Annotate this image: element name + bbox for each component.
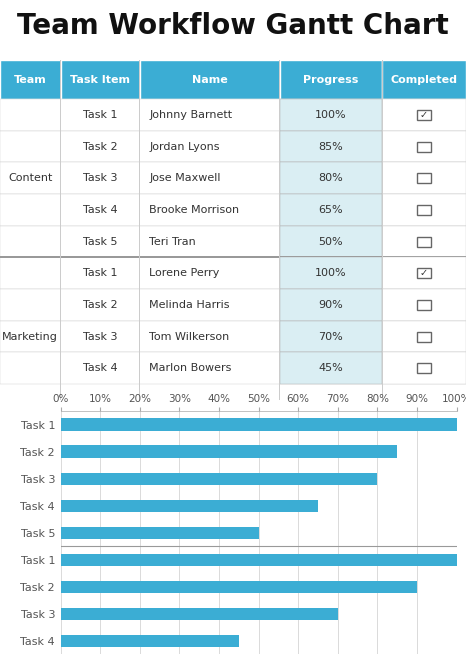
- Bar: [417, 332, 431, 342]
- Text: 100%: 100%: [315, 268, 347, 278]
- Text: Task 3: Task 3: [83, 173, 117, 183]
- Bar: [382, 194, 466, 226]
- Bar: [61, 607, 338, 620]
- Text: Brooke Morrison: Brooke Morrison: [149, 205, 239, 215]
- Text: 70%: 70%: [318, 332, 343, 342]
- Bar: [280, 131, 382, 163]
- Bar: [0, 352, 466, 384]
- Text: 100%: 100%: [315, 110, 347, 120]
- Bar: [417, 110, 431, 120]
- Text: ✓: ✓: [420, 268, 428, 278]
- Bar: [61, 581, 417, 593]
- Text: 65%: 65%: [319, 205, 343, 215]
- Bar: [382, 99, 466, 131]
- Text: Marlon Bowers: Marlon Bowers: [149, 364, 232, 373]
- Bar: [417, 237, 431, 247]
- Text: Content: Content: [8, 173, 53, 183]
- Bar: [61, 635, 239, 647]
- Text: Task 4: Task 4: [83, 205, 117, 215]
- Bar: [139, 60, 140, 400]
- Bar: [280, 60, 382, 99]
- Bar: [0, 321, 466, 352]
- Bar: [280, 352, 382, 384]
- Text: Progress: Progress: [303, 75, 358, 85]
- Text: Task 5: Task 5: [83, 237, 117, 247]
- Text: Completed: Completed: [391, 75, 458, 85]
- Text: Melinda Harris: Melinda Harris: [149, 300, 230, 310]
- Bar: [61, 60, 140, 99]
- Text: Teri Tran: Teri Tran: [149, 237, 196, 247]
- Bar: [0, 256, 466, 258]
- Text: Lorene Perry: Lorene Perry: [149, 268, 219, 278]
- Text: Task 2: Task 2: [83, 300, 117, 310]
- Bar: [0, 163, 466, 194]
- Bar: [61, 446, 397, 457]
- Bar: [417, 173, 431, 183]
- Text: Task 3: Task 3: [83, 332, 117, 342]
- Text: Johnny Barnett: Johnny Barnett: [149, 110, 232, 120]
- Bar: [0, 131, 466, 163]
- Bar: [60, 60, 61, 400]
- Bar: [280, 258, 382, 289]
- Bar: [382, 163, 466, 194]
- Bar: [280, 163, 382, 194]
- Bar: [382, 321, 466, 352]
- Bar: [382, 258, 466, 289]
- Bar: [382, 60, 383, 400]
- Bar: [382, 289, 466, 321]
- Bar: [0, 289, 466, 321]
- Text: Jose Maxwell: Jose Maxwell: [149, 173, 220, 183]
- Text: Task 1: Task 1: [83, 110, 117, 120]
- Bar: [382, 60, 466, 99]
- Bar: [382, 131, 466, 163]
- Text: Task Item: Task Item: [70, 75, 130, 85]
- Text: 80%: 80%: [318, 173, 343, 183]
- Bar: [280, 194, 382, 226]
- Text: Tom Wilkerson: Tom Wilkerson: [149, 332, 229, 342]
- Text: Team Workflow Gantt Chart: Team Workflow Gantt Chart: [17, 12, 449, 40]
- Text: Task 1: Task 1: [83, 268, 117, 278]
- Text: 90%: 90%: [318, 300, 343, 310]
- Bar: [382, 352, 466, 384]
- Bar: [280, 289, 382, 321]
- Text: Marketing: Marketing: [2, 332, 58, 342]
- Bar: [417, 364, 431, 373]
- Bar: [417, 141, 431, 152]
- Bar: [279, 60, 280, 400]
- Text: Team: Team: [14, 75, 47, 85]
- Bar: [61, 500, 318, 512]
- Bar: [280, 99, 382, 131]
- Text: 50%: 50%: [319, 237, 343, 247]
- Text: 85%: 85%: [318, 141, 343, 151]
- Bar: [0, 258, 466, 289]
- Text: Name: Name: [192, 75, 227, 85]
- Bar: [0, 194, 466, 226]
- Text: Task 2: Task 2: [83, 141, 117, 151]
- Bar: [140, 60, 280, 99]
- Text: 45%: 45%: [318, 364, 343, 373]
- Text: Task 4: Task 4: [83, 364, 117, 373]
- Bar: [61, 473, 377, 485]
- Bar: [417, 300, 431, 310]
- Text: ✓: ✓: [420, 110, 428, 120]
- Bar: [0, 99, 466, 131]
- Bar: [417, 205, 431, 215]
- Bar: [61, 527, 259, 539]
- Bar: [382, 226, 466, 258]
- Bar: [417, 268, 431, 278]
- Bar: [61, 418, 457, 430]
- Bar: [0, 226, 466, 258]
- Bar: [61, 554, 457, 566]
- Text: Jordan Lyons: Jordan Lyons: [149, 141, 219, 151]
- Bar: [280, 321, 382, 352]
- Bar: [280, 226, 382, 258]
- Bar: [0, 60, 61, 99]
